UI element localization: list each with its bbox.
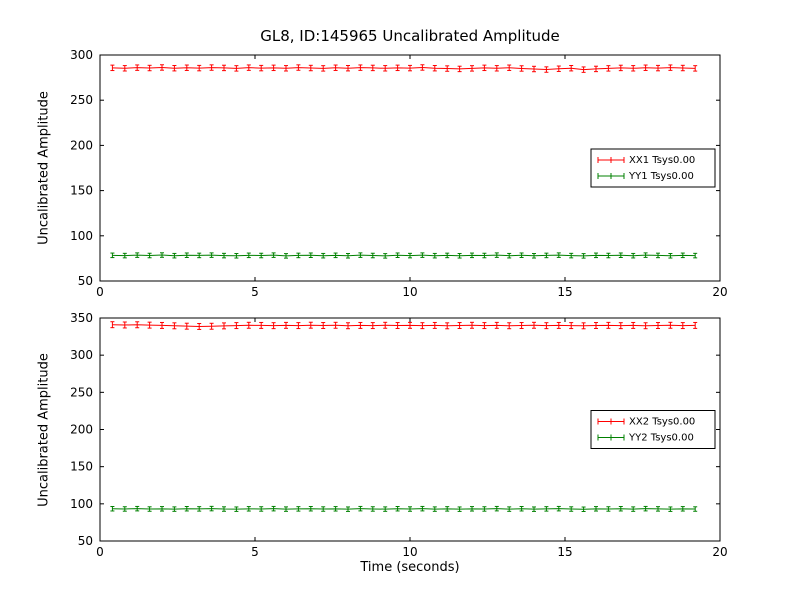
y-tick-label: 250	[70, 93, 93, 107]
x-tick-label: 20	[712, 285, 727, 299]
chart-title: GL8, ID:145965 Uncalibrated Amplitude	[260, 27, 560, 45]
y-tick-label: 200	[70, 423, 93, 437]
x-tick-label: 0	[96, 545, 104, 559]
y-tick-label: 250	[70, 385, 93, 399]
x-tick-label: 5	[251, 285, 259, 299]
subplot-2: 0 5 10 15 20 50 100 150 200 250 300 350 XX2 Tsys0.00…	[70, 311, 728, 559]
legend-label: YY2 Tsys0.00	[628, 433, 694, 444]
x-tick-label: 15	[557, 545, 572, 559]
ticks	[99, 54, 721, 282]
y-tick-label: 50	[78, 534, 93, 548]
y-tick-label: 300	[70, 48, 93, 62]
subplot-1: 0 5 10 15 20 50 100 150 200 250 300 XX1 Tsys0.00 YY1…	[70, 48, 728, 299]
legend: XX2 Tsys0.00 YY2 Tsys0.00	[590, 410, 716, 449]
series-yy1	[110, 252, 698, 259]
x-tick-label: 15	[557, 285, 572, 299]
ticks	[99, 317, 721, 542]
legend-label: XX1 Tsys0.00	[629, 155, 695, 166]
legend-label: YY1 Tsys0.00	[628, 171, 694, 182]
series-xx1	[110, 64, 698, 73]
y-tick-label: 350	[70, 311, 93, 325]
y-tick-label: 300	[70, 348, 93, 362]
x-tick-label: 5	[251, 545, 259, 559]
xlabel: Time (seconds)	[360, 560, 460, 575]
y-tick-label: 150	[70, 184, 93, 198]
y-tick-label: 100	[70, 229, 93, 243]
y-tick-label: 150	[70, 460, 93, 474]
y-tick-label: 200	[70, 138, 93, 152]
legend-label: XX2 Tsys0.00	[629, 417, 695, 428]
series-yy2	[110, 505, 698, 512]
x-tick-label: 20	[712, 545, 727, 559]
x-tick-label: 10	[402, 545, 417, 559]
y-tick-label: 50	[78, 274, 93, 288]
series-xx2	[110, 321, 698, 330]
y-tick-label: 100	[70, 497, 93, 511]
legend: XX1 Tsys0.00 YY1 Tsys0.00	[590, 148, 716, 188]
x-tick-label: 10	[402, 285, 417, 299]
x-tick-label: 0	[96, 285, 104, 299]
